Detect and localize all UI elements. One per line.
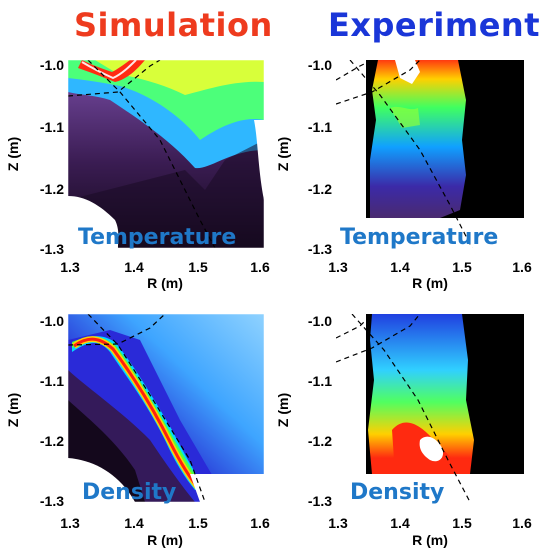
p1-ytick-3: -1.3 (40, 241, 64, 257)
p1-ytick-2: -1.2 (40, 181, 64, 197)
experiment-title: Experiment (328, 6, 540, 44)
p3-xlabel: R (m) (147, 532, 183, 548)
p1-xtick-0: 1.3 (60, 259, 80, 275)
p4-xtick-3: 1.6 (512, 515, 532, 531)
p4-ytick-2: -1.2 (308, 433, 332, 449)
p3-xtick-1: 1.4 (124, 515, 144, 531)
p4-xtick-1: 1.4 (390, 515, 410, 531)
p3-ytick-2: -1.2 (40, 433, 64, 449)
exp-temperature-panel (336, 60, 524, 248)
p3-xtick-3: 1.6 (250, 515, 270, 531)
p3-xtick-2: 1.5 (188, 515, 208, 531)
p2-xtick-0: 1.3 (328, 259, 348, 275)
p2-overlay-label: Temperature (340, 225, 498, 250)
p4-ytick-1: -1.1 (308, 373, 332, 389)
p3-ytick-3: -1.3 (40, 493, 64, 509)
p1-overlay-label: Temperature (78, 225, 236, 250)
p2-ytick-2: -1.2 (308, 181, 332, 197)
sim-temperature-panel (68, 60, 264, 248)
p1-xtick-3: 1.6 (250, 259, 270, 275)
exp-density-panel (336, 314, 524, 502)
p4-ylabel: Z (m) (275, 393, 291, 427)
p2-xtick-3: 1.6 (512, 259, 532, 275)
p3-xtick-0: 1.3 (60, 515, 80, 531)
p2-ylabel: Z (m) (275, 137, 291, 171)
p3-ytick-0: -1.0 (40, 313, 64, 329)
p1-xlabel: R (m) (147, 275, 183, 291)
p2-xlabel: R (m) (412, 275, 448, 291)
p1-xtick-2: 1.5 (188, 259, 208, 275)
p1-ytick-1: -1.1 (40, 119, 64, 135)
p4-xlabel: R (m) (412, 532, 448, 548)
p2-xtick-2: 1.5 (452, 259, 472, 275)
p4-xtick-0: 1.3 (328, 515, 348, 531)
p2-ytick-3: -1.3 (308, 241, 332, 257)
p3-overlay-label: Density (82, 480, 176, 505)
p2-ytick-0: -1.0 (308, 57, 332, 73)
p1-ytick-0: -1.0 (40, 57, 64, 73)
p4-ytick-3: -1.3 (308, 493, 332, 509)
p2-ytick-1: -1.1 (308, 119, 332, 135)
p4-overlay-label: Density (350, 480, 444, 505)
p3-ylabel: Z (m) (5, 393, 21, 427)
p1-ylabel: Z (m) (5, 137, 21, 171)
p2-xtick-1: 1.4 (390, 259, 410, 275)
sim-density-panel (68, 314, 264, 502)
p4-ytick-0: -1.0 (308, 313, 332, 329)
p1-xtick-1: 1.4 (124, 259, 144, 275)
p3-ytick-1: -1.1 (40, 373, 64, 389)
simulation-title: Simulation (74, 6, 273, 44)
p4-xtick-2: 1.5 (452, 515, 472, 531)
